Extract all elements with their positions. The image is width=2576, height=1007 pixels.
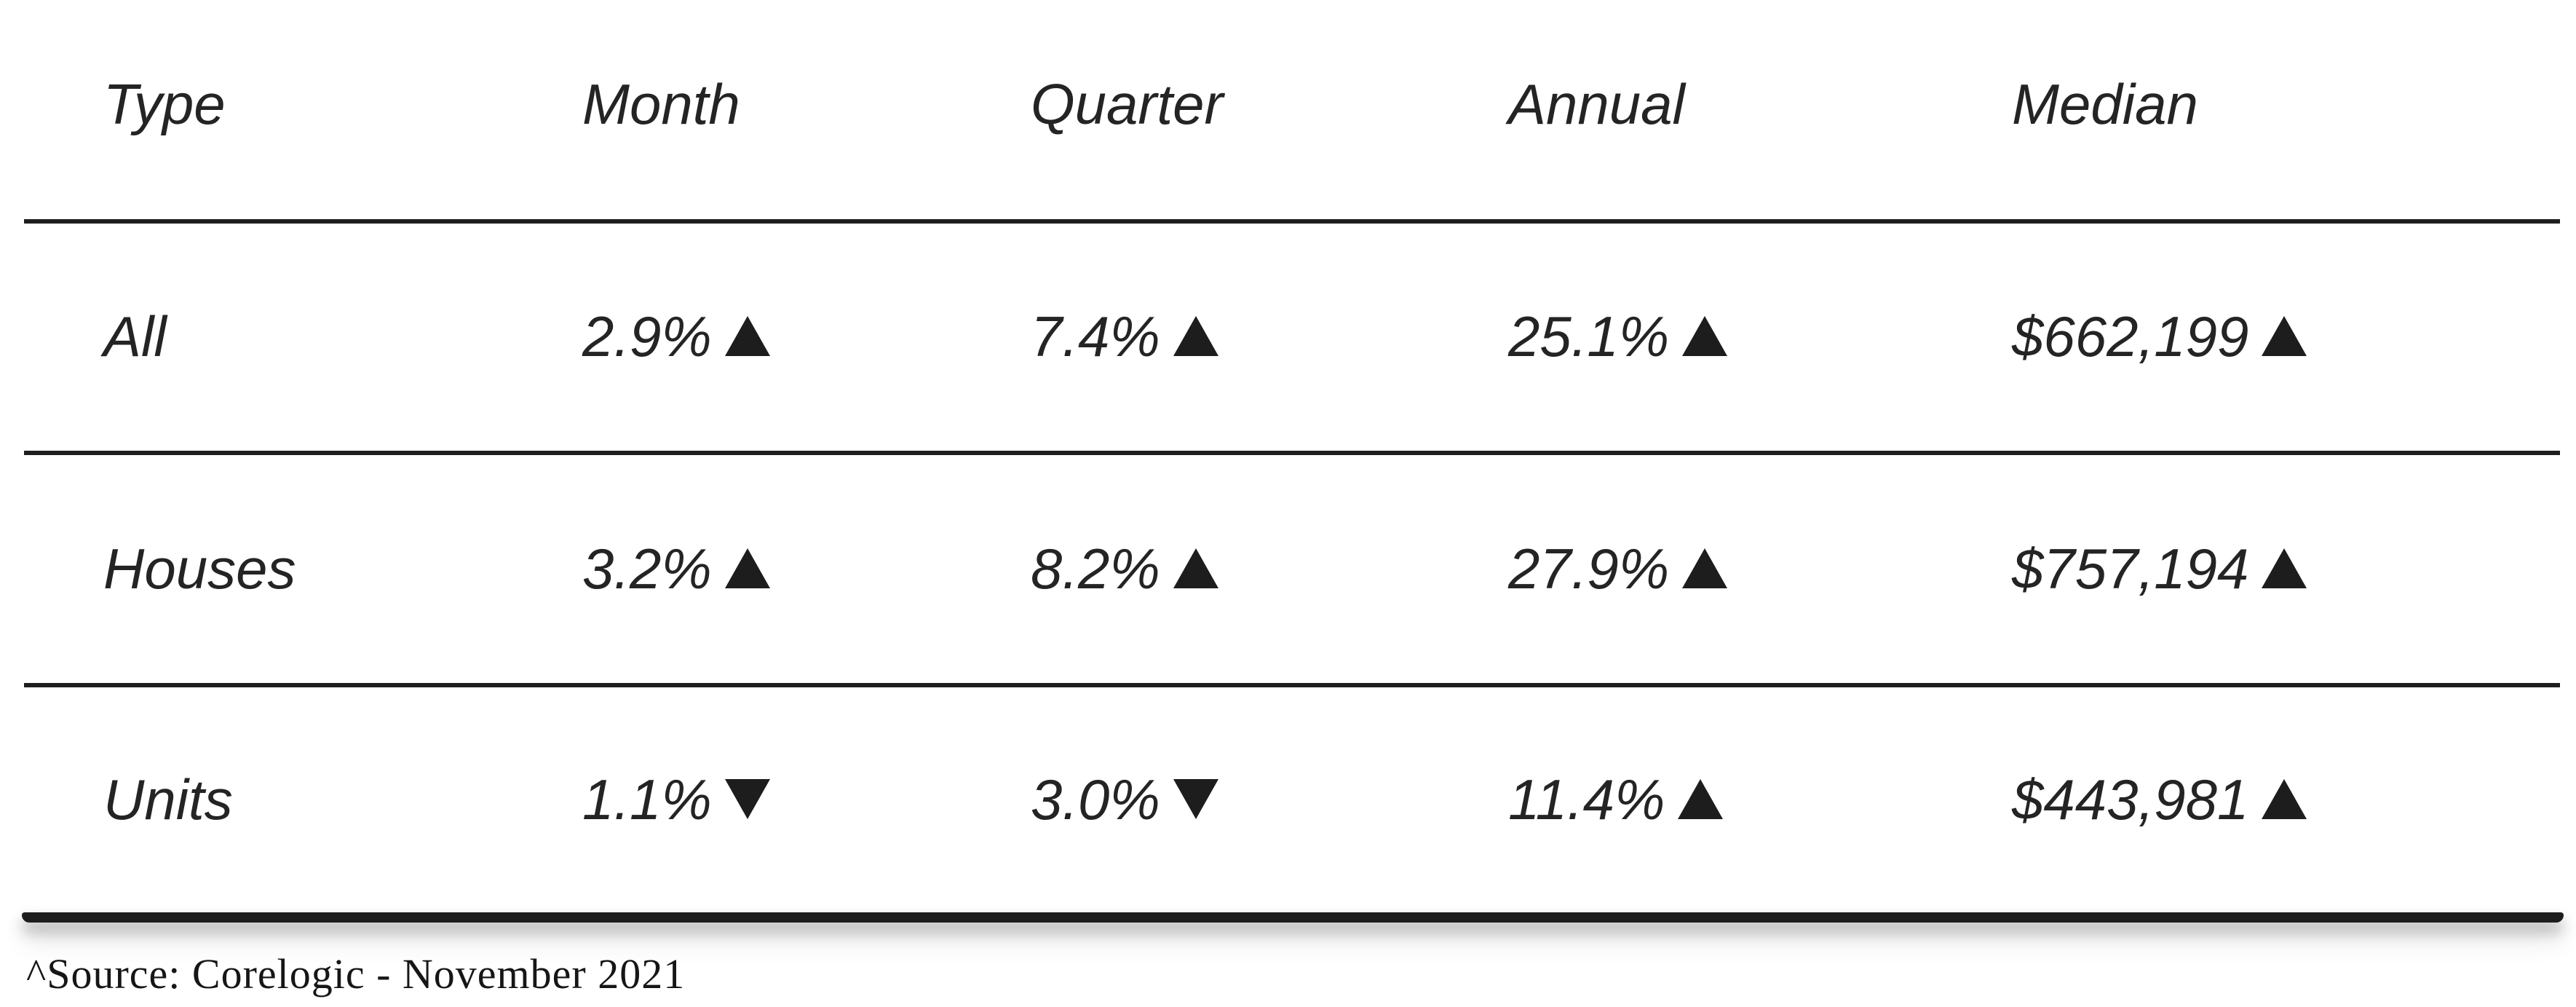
annual-value-cell: 27.9% [1508, 537, 2012, 602]
row-label: All [103, 304, 167, 369]
quarter-value: 8.2% [1031, 536, 1160, 601]
table-row-houses: Houses 3.2% 8.2% 27.9% $757,194 [0, 455, 2576, 683]
up-triangle-icon [2262, 778, 2307, 819]
median-value: $443,981 [2012, 767, 2249, 832]
median-value-cell: $757,194 [2012, 537, 2576, 602]
month-value-cell: 2.9% [582, 304, 1031, 370]
annual-value-cell: 25.1% [1508, 304, 2012, 370]
annual-value-cell: 11.4% [1508, 767, 2012, 833]
month-value: 2.9% [582, 304, 712, 369]
month-value: 1.1% [582, 767, 712, 832]
up-triangle-icon [2262, 316, 2307, 357]
down-triangle-icon [1173, 778, 1218, 819]
row-label: Houses [103, 536, 296, 601]
row-label: Units [103, 767, 233, 832]
quarter-value-cell: 3.0% [1031, 767, 1508, 833]
column-header-month: Month [582, 71, 740, 136]
column-header-type: Type [103, 71, 226, 136]
median-value-cell: $662,199 [2012, 304, 2576, 370]
table-row-all: All 2.9% 7.4% 25.1% $662,199 [0, 224, 2576, 451]
up-triangle-icon [1173, 316, 1218, 357]
column-header-median: Median [2012, 71, 2198, 136]
table-row-units: Units 1.1% 3.0% 11.4% $443,981 [0, 687, 2576, 912]
up-triangle-icon [1682, 548, 1728, 588]
source-note: ^Source: Corelogic - November 2021 [26, 950, 686, 998]
column-header-annual: Annual [1508, 71, 1685, 136]
row-divider [24, 451, 2560, 455]
median-value: $757,194 [2012, 536, 2249, 601]
annual-value: 25.1% [1508, 304, 1670, 369]
column-header-quarter: Quarter [1031, 71, 1224, 136]
annual-value: 27.9% [1508, 536, 1670, 601]
row-divider [24, 219, 2560, 224]
up-triangle-icon [2262, 548, 2307, 588]
month-value: 3.2% [582, 536, 712, 601]
table-bottom-border [22, 912, 2564, 923]
up-triangle-icon [724, 548, 770, 588]
table-header-row: Type Month Quarter Annual Median [0, 0, 2576, 219]
up-triangle-icon [1173, 548, 1218, 588]
median-value-cell: $443,981 [2012, 767, 2576, 833]
month-value-cell: 3.2% [582, 537, 1031, 602]
down-triangle-icon [724, 778, 770, 819]
row-divider [24, 683, 2560, 687]
quarter-value-cell: 8.2% [1031, 537, 1508, 602]
median-value: $662,199 [2012, 304, 2249, 369]
up-triangle-icon [724, 316, 770, 357]
annual-value: 11.4% [1508, 767, 1665, 832]
month-value-cell: 1.1% [582, 767, 1031, 833]
quarter-value-cell: 7.4% [1031, 304, 1508, 370]
quarter-value: 7.4% [1031, 304, 1160, 369]
up-triangle-icon [1678, 778, 1724, 819]
quarter-value: 3.0% [1031, 767, 1160, 832]
up-triangle-icon [1682, 316, 1728, 357]
